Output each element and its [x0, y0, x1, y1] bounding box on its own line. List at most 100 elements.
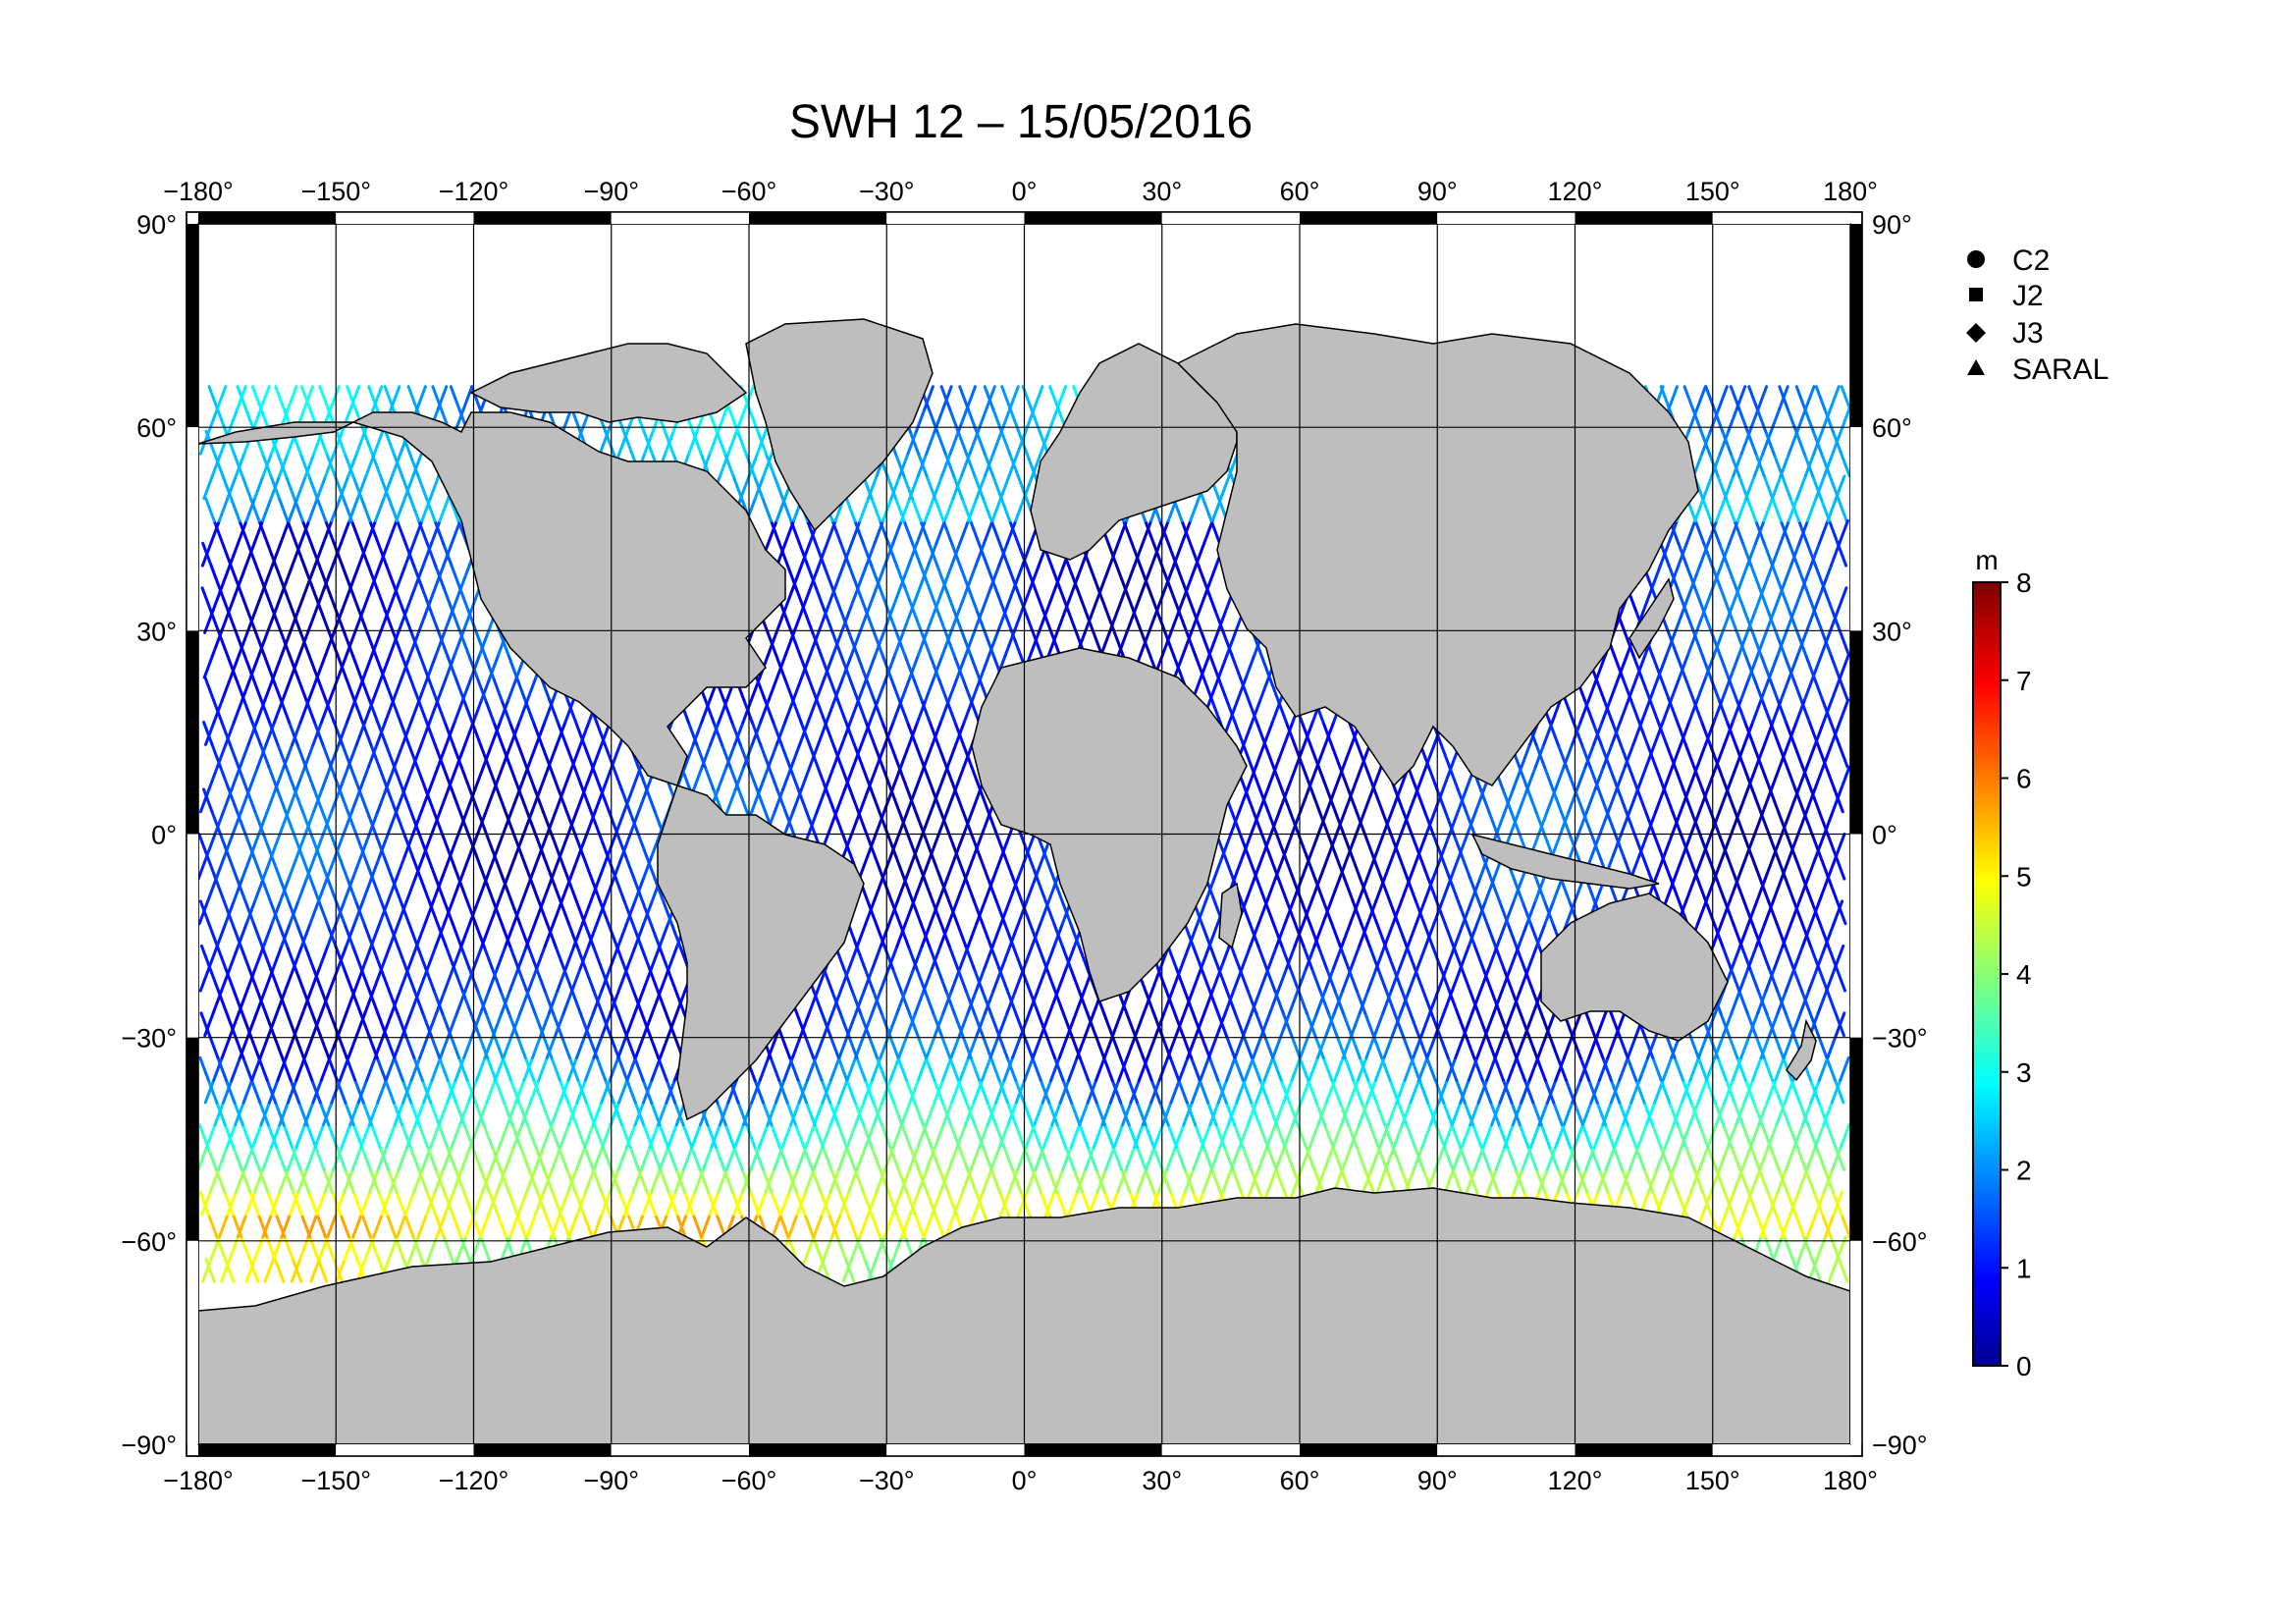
track-segment — [415, 922, 427, 947]
track-segment — [952, 609, 964, 634]
track-segment — [514, 676, 527, 702]
track-segment — [1324, 966, 1337, 993]
track-segment — [1104, 609, 1116, 634]
track-segment — [1028, 989, 1041, 1015]
track-segment — [1162, 989, 1174, 1015]
track-segment — [1433, 1078, 1446, 1105]
track-segment — [1314, 1167, 1326, 1194]
track-segment — [540, 742, 552, 769]
track-segment — [1266, 944, 1279, 970]
track-segment — [908, 1190, 921, 1217]
track-segment — [1493, 1055, 1505, 1082]
track-segment — [853, 1167, 866, 1194]
track-segment — [934, 497, 945, 522]
track-segment — [650, 944, 662, 970]
track-segment — [903, 586, 915, 613]
track-segment — [1679, 787, 1691, 814]
track-segment — [1326, 833, 1338, 858]
track-segment — [1023, 1055, 1035, 1082]
track-segment — [875, 1167, 887, 1194]
track-segment — [1007, 877, 1020, 903]
track-segment — [935, 564, 947, 590]
track-segment — [1372, 1011, 1385, 1038]
track-segment — [385, 1123, 397, 1150]
track-segment — [890, 586, 902, 613]
track-segment — [1200, 922, 1212, 947]
track-segment — [208, 966, 220, 993]
track-segment — [1262, 1034, 1275, 1059]
track-segment — [1484, 1034, 1497, 1059]
track-segment — [416, 698, 429, 725]
track-segment — [277, 989, 289, 1015]
track-segment — [361, 944, 373, 970]
track-segment — [758, 765, 771, 791]
track-segment — [908, 429, 921, 456]
track-segment — [472, 1190, 485, 1217]
track-segment — [623, 966, 635, 993]
track-segment — [757, 1123, 770, 1150]
track-segment — [1409, 1011, 1420, 1038]
track-segment — [1200, 944, 1211, 970]
track-segment — [538, 765, 551, 791]
track-segment — [1061, 1146, 1073, 1171]
track-segment — [1166, 944, 1178, 970]
track-segment — [898, 922, 910, 947]
track-segment — [966, 922, 979, 947]
track-segment — [1011, 1167, 1023, 1194]
track-segment — [782, 676, 795, 702]
track-segment — [1070, 1034, 1082, 1059]
track-segment — [1106, 541, 1119, 568]
track-segment — [895, 922, 907, 947]
track-segment — [1014, 1078, 1026, 1105]
track-segment — [830, 1213, 842, 1239]
track-segment — [1696, 899, 1708, 926]
track-segment — [1340, 922, 1352, 947]
track-segment — [773, 474, 784, 501]
track-segment — [1044, 944, 1056, 970]
track-segment — [920, 698, 932, 725]
track-segment — [1133, 586, 1146, 613]
track-segment — [1391, 899, 1404, 926]
track-segment — [847, 676, 860, 702]
track-segment — [650, 1101, 662, 1127]
track-segment — [536, 1190, 548, 1217]
track-segment — [1127, 1078, 1140, 1105]
track-segment — [1141, 518, 1153, 545]
track-segment — [1212, 854, 1224, 881]
track-segment — [1265, 1167, 1278, 1194]
track-segment — [767, 676, 779, 702]
track-segment — [766, 630, 778, 657]
track-segment — [589, 810, 602, 836]
track-segment — [1467, 1167, 1479, 1194]
track-segment — [297, 1101, 309, 1127]
track-segment — [1787, 497, 1799, 522]
track-segment — [897, 765, 909, 791]
track-segment — [1005, 1101, 1018, 1127]
track-segment — [1421, 989, 1433, 1015]
track-segment — [806, 564, 818, 590]
track-segment — [1831, 429, 1842, 456]
track-segment — [1517, 787, 1529, 814]
track-segment — [830, 630, 843, 657]
track-segment — [1347, 721, 1360, 746]
track-segment — [1766, 609, 1778, 634]
track-segment — [1695, 385, 1707, 411]
track-segment — [1747, 653, 1760, 679]
track-segment — [316, 1257, 329, 1283]
track-segment — [763, 698, 775, 725]
track-segment — [583, 1146, 595, 1171]
track-segment — [945, 787, 957, 814]
track-segment — [935, 429, 947, 456]
track-segment — [1095, 1101, 1107, 1127]
track-segment — [872, 698, 884, 725]
track-segment — [1545, 1146, 1558, 1171]
track-segment — [1383, 922, 1395, 947]
track-segment — [986, 564, 997, 590]
track-segment — [529, 854, 541, 881]
track-segment — [575, 1190, 588, 1217]
track-segment — [949, 609, 961, 634]
track-segment — [615, 833, 628, 858]
track-segment — [1720, 676, 1733, 702]
track-segment — [314, 1146, 326, 1171]
track-segment — [317, 854, 330, 881]
